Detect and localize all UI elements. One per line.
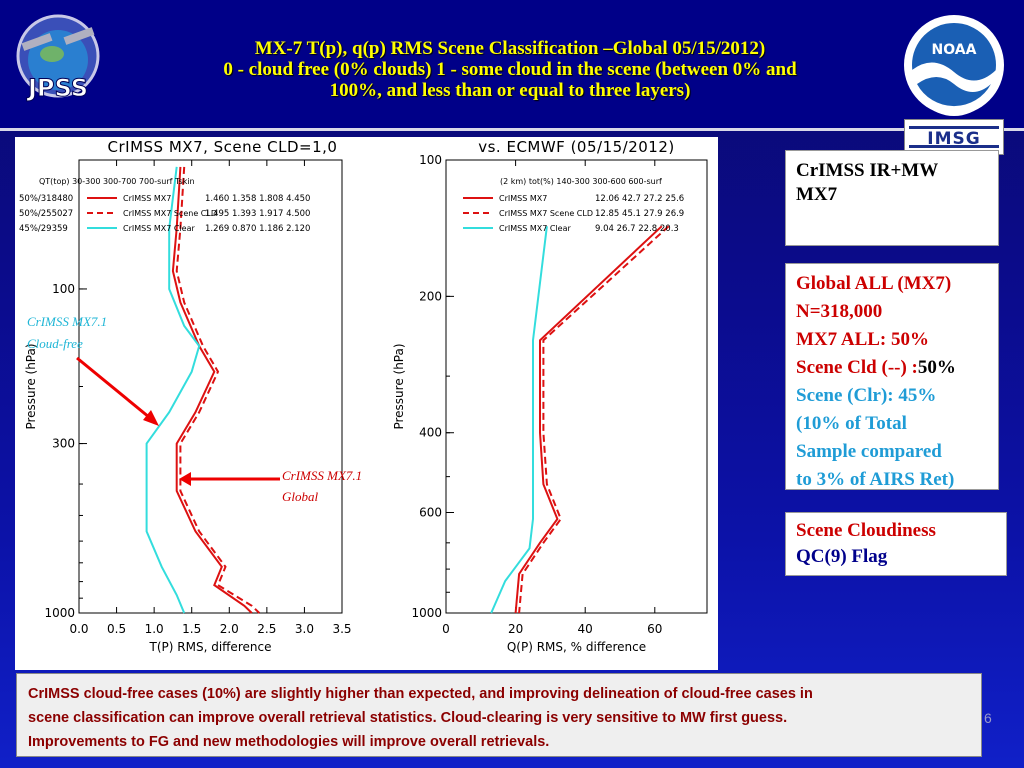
- y-tick-label: 400: [419, 426, 442, 440]
- page-number: 6: [984, 710, 992, 726]
- y-tick-label: 200: [419, 289, 442, 303]
- noaa-logo: NOAA: [904, 15, 1004, 116]
- temperature-rms-chart: CrIMSS MX7, Scene CLD=1,0 T(P) RMS, diffe…: [19, 138, 352, 654]
- cloud-free-label-2: Cloud-free: [27, 336, 83, 351]
- cloudiness-line-1: Scene Cloudiness: [796, 520, 936, 541]
- global-line-1: Global ALL (MX7): [796, 273, 952, 294]
- y-tick-label: 600: [419, 506, 442, 520]
- summary-text-box: CrIMSS cloud-free cases (10%) are slight…: [16, 673, 982, 757]
- x-tick-label: 3.0: [295, 622, 314, 636]
- global-line-6: (10% of Total: [796, 413, 907, 434]
- profile-plots: CrIMSS MX7, Scene CLD=1,0 T(P) RMS, diffe…: [19, 138, 708, 654]
- cloud-free-arrow: [76, 356, 156, 424]
- summary-line-1: CrIMSS cloud-free cases (10%) are slight…: [28, 686, 813, 702]
- global-label-2: Global: [282, 489, 319, 504]
- y-tick-label: 1000: [411, 606, 442, 620]
- scene-cloudiness-box: Scene Cloudiness QC(9) Flag: [785, 512, 1007, 576]
- y-axis-label: Pressure (hPa): [24, 343, 38, 429]
- legend-label-1: CrIMSS MX7 Scene CLD: [123, 209, 217, 218]
- annotations: CrIMSS MX7.1 Cloud-free CrIMSS MX7.1 Glo…: [27, 314, 362, 504]
- summary-line-2: scene classification can improve overall…: [28, 710, 788, 726]
- x-tick-label: 2.5: [257, 622, 276, 636]
- legend-stats-0: 12.06 42.7 27.2 25.6: [595, 194, 684, 204]
- legend-label-0: CrIMSS MX7: [499, 194, 547, 203]
- stats-header: QT(top) 30-300 300-700 700-surf Tskin: [39, 177, 195, 186]
- y-axis-label: Pressure (hPa): [392, 343, 406, 429]
- x-tick-label: 0.0: [69, 622, 88, 636]
- legend-qt-1: 50%/255027: [19, 209, 73, 219]
- global-arrowhead: [179, 472, 191, 486]
- global-line-5: Scene (Clr): 45%: [796, 385, 937, 406]
- title-line-2: 0 - cloud free (0% clouds) 1 - some clou…: [223, 59, 797, 80]
- plot-panel: CrIMSS MX7, Scene CLD=1,0 T(P) RMS, diffe…: [15, 137, 718, 670]
- jpss-logo: JPSS: [16, 14, 100, 103]
- series-line-2: [145, 166, 201, 614]
- header-divider: [0, 128, 1024, 131]
- crimss-line-2: MX7: [796, 184, 838, 205]
- legend-stats-2: 9.04 26.7 22.8 20.3: [595, 224, 679, 234]
- series-line-1: [175, 166, 260, 614]
- global-label-1: CrIMSS MX7.1: [282, 468, 362, 483]
- x-tick-label: 0: [442, 622, 450, 636]
- x-tick-label: 20: [508, 622, 523, 636]
- summary-line-3: Improvements to FG and new methodologies…: [28, 734, 550, 750]
- y-tick-label: 100: [419, 153, 442, 167]
- cloud-free-arrowhead: [143, 410, 159, 426]
- legend-label-1: CrIMSS MX7 Scene CLD: [499, 209, 593, 218]
- legend-stats-2: 1.269 0.870 1.186 2.120: [205, 224, 310, 234]
- x-axis-label: Q(P) RMS, % difference: [507, 640, 646, 654]
- chart-title: CrIMSS MX7, Scene CLD=1,0: [108, 138, 338, 156]
- imsg-logo: IMSG: [904, 119, 1004, 155]
- header-band: [0, 0, 1024, 128]
- legend-qt-0: 50%/318480: [19, 194, 73, 204]
- stats-header: (2 km) tot(%) 140-300 300-600 600-surf: [500, 177, 662, 186]
- cloud-free-label-1: CrIMSS MX7.1: [27, 314, 107, 329]
- slide-title: MX-7 T(p), q(p) RMS Scene Classification…: [150, 38, 870, 101]
- plot-frame: [445, 159, 708, 614]
- legend-stats-1: 1.495 1.393 1.917 4.500: [205, 209, 310, 219]
- series-line-2: [490, 226, 548, 614]
- crimss-line-1: CrIMSS IR+MW: [796, 160, 939, 181]
- x-axis-label: T(P) RMS, difference: [149, 640, 272, 654]
- x-tick-label: 0.5: [107, 622, 126, 636]
- title-line-3: 100%, and less than or equal to three la…: [329, 80, 691, 101]
- x-tick-label: 60: [647, 622, 662, 636]
- series-line-0: [171, 166, 253, 614]
- x-tick-label: 3.5: [332, 622, 351, 636]
- x-tick-label: 40: [578, 622, 593, 636]
- title-line-1: MX-7 T(p), q(p) RMS Scene Classification…: [254, 38, 766, 59]
- legend-label-0: CrIMSS MX7: [123, 194, 171, 203]
- svg-text:IMSG: IMSG: [927, 129, 980, 149]
- legend-label-2: CrIMSS MX7 Clear: [499, 224, 571, 233]
- global-line-8: to 3% of AIRS Ret): [796, 469, 955, 490]
- scene-cld-label: Scene Cld (--) :: [796, 357, 918, 378]
- crimss-info-box: CrIMSS IR+MW MX7: [785, 150, 999, 246]
- global-line-4: Scene Cld (--) :50%: [796, 354, 988, 382]
- scene-cld-value: 50%: [917, 357, 956, 378]
- cloudiness-line-2: QC(9) Flag: [796, 546, 888, 567]
- global-line-2: N=318,000: [796, 301, 883, 322]
- svg-text:JPSS: JPSS: [26, 74, 88, 102]
- y-tick-label: 1000: [44, 606, 75, 620]
- legend-label-2: CrIMSS MX7 Clear: [123, 224, 195, 233]
- legend-stats-0: 1.460 1.358 1.808 4.450: [205, 194, 310, 204]
- y-tick-label: 100: [52, 282, 75, 296]
- chart-title: vs. ECMWF (05/15/2012): [478, 138, 675, 156]
- legend-qt-2: 45%/29359: [19, 224, 68, 234]
- x-tick-label: 2.0: [220, 622, 239, 636]
- global-stats-box: Global ALL (MX7) N=318,000 MX7 ALL: 50% …: [785, 263, 999, 490]
- x-tick-label: 1.5: [182, 622, 201, 636]
- global-line-3: MX7 ALL: 50%: [796, 329, 929, 350]
- humidity-rms-chart: vs. ECMWF (05/15/2012) Q(P) RMS, % differ…: [392, 138, 708, 654]
- x-tick-label: 1.0: [145, 622, 164, 636]
- global-line-7: Sample compared: [796, 441, 942, 462]
- legend-stats-1: 12.85 45.1 27.9 26.9: [595, 209, 684, 219]
- svg-text:NOAA: NOAA: [932, 42, 977, 58]
- y-tick-label: 300: [52, 437, 75, 451]
- series-line-0: [514, 225, 663, 614]
- series-line-1: [518, 225, 670, 614]
